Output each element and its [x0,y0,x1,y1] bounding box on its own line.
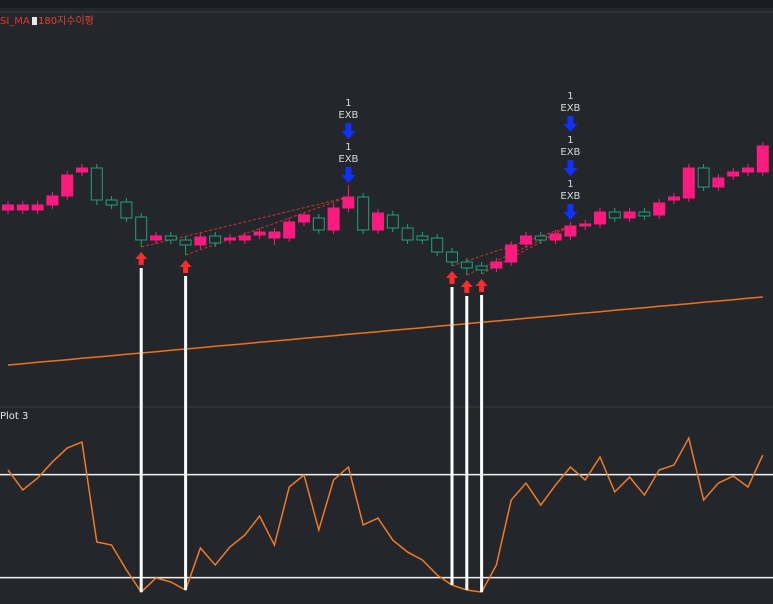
oscillator-line [7,436,764,594]
entry-arrow [475,279,488,292]
candle-body [135,216,148,241]
candle-body [61,174,74,197]
candle-body [209,235,222,244]
candle-body [298,214,310,223]
panel-title: Plot 3 [0,411,28,422]
candle-body [90,167,103,201]
exit-arrow [341,123,356,139]
entry-arrow [179,260,192,273]
candle-body [534,235,547,241]
candle-body [386,214,399,229]
candle-body [194,236,207,246]
candle-body [549,233,562,241]
candle-body [16,204,29,211]
top-bar [0,0,773,8]
candle-body [682,167,695,199]
exit-label: EXB [338,110,358,121]
candle-body [505,244,518,263]
exit-label: EXB [560,191,580,202]
exit-arrow [563,204,578,220]
exit-label: EXB [338,154,358,165]
candle-body [431,237,444,253]
entry-arrow [446,271,458,284]
candle-body [224,237,236,241]
candle-body [327,207,340,231]
exit-count: 1 [567,91,573,102]
entry-arrow [460,280,473,293]
exit-count: 1 [345,98,351,109]
exit-count: 1 [567,135,573,146]
candle-body [179,239,192,246]
candle-body [238,235,251,241]
candle-body [460,261,473,269]
candle-body [401,227,414,241]
candle-body [31,204,44,211]
candle-body [283,221,296,239]
candle-body [623,211,636,219]
legend-label: 180지수이평 [38,15,94,27]
candle-body [372,212,384,231]
candle-body [2,204,14,211]
candle-body [742,167,754,173]
candle-body [164,235,177,241]
entry-arrow [135,252,148,265]
candle-body [268,231,281,239]
candle-body [756,145,769,173]
candle-body [105,199,118,206]
candle-body [564,225,577,237]
candle-body [697,167,710,188]
signal-link [185,196,349,256]
candle-body [712,177,725,188]
candle-body [490,261,503,269]
candle-body [46,195,59,206]
exit-arrow [341,167,356,183]
candle-body [253,231,266,236]
candle-body [446,251,458,263]
legend-icon [32,17,37,25]
candle-body [579,223,592,227]
chart-title: SI_MA [0,16,30,27]
exit-arrow [563,116,578,132]
candle-body [120,201,133,219]
exit-count: 1 [345,142,351,153]
candle-body [638,211,651,217]
candle-body [76,167,88,173]
candle-body [520,235,532,245]
candle-body [727,171,740,177]
exit-count: 1 [567,179,573,190]
exit-label: EXB [560,103,580,114]
candle-body [357,196,370,231]
candle-body [653,202,666,216]
exit-arrow [563,160,578,176]
candle-body [475,265,488,271]
candle-body [594,211,606,225]
candle-body [342,196,355,209]
candle-body [668,196,680,201]
candle-body [150,235,162,241]
moving-average [7,296,763,366]
candle-body [416,235,429,241]
candle-body [312,217,325,231]
candle-body [608,211,621,219]
exit-label: EXB [560,147,580,158]
